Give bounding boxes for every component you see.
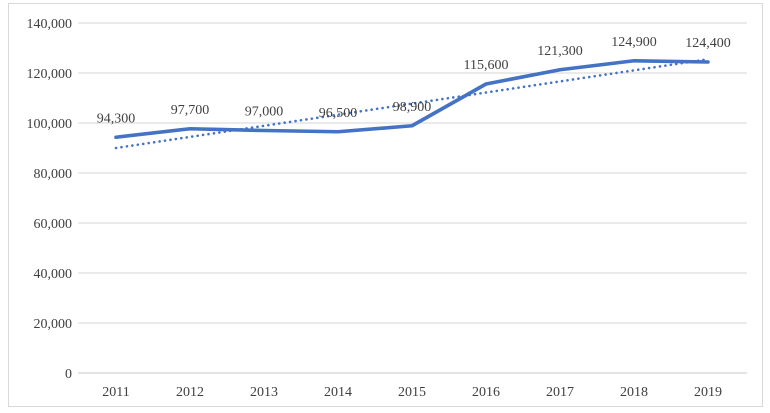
data-label: 94,300: [97, 111, 136, 126]
data-label: 121,300: [537, 44, 583, 59]
x-axis-tick-label: 2017: [546, 385, 574, 400]
x-axis-tick-label: 2016: [472, 385, 500, 400]
y-axis-tick-label: 120,000: [27, 67, 73, 82]
series-line: [114, 58, 710, 140]
x-axis-tick-label: 2019: [694, 385, 722, 400]
x-axis-tick-label: 2015: [398, 385, 426, 400]
x-axis-tick-label: 2014: [324, 385, 352, 400]
data-label: 97,000: [245, 105, 284, 120]
y-axis-tick-label: 0: [65, 367, 72, 382]
y-axis-tick-label: 140,000: [27, 17, 73, 32]
data-label: 96,500: [319, 106, 358, 121]
data-label: 98,900: [393, 100, 432, 115]
data-label: 97,700: [171, 103, 210, 118]
x-axis-tick-label: 2018: [620, 385, 648, 400]
data-label: 124,900: [611, 35, 657, 50]
y-axis-tick-label: 100,000: [27, 117, 73, 132]
x-axis-tick-label: 2012: [176, 385, 204, 400]
x-axis-tick-label: 2013: [250, 385, 278, 400]
y-axis-tick-label: 60,000: [34, 217, 73, 232]
chart-frame-border: [8, 3, 763, 407]
y-axis-tick-label: 80,000: [34, 167, 73, 182]
y-axis-tick-label: 20,000: [34, 317, 73, 332]
y-axis-tick-label: 40,000: [34, 267, 73, 282]
data-label: 124,400: [685, 36, 731, 51]
x-axis-tick-label: 2011: [102, 385, 129, 400]
trendline-dotted: [114, 57, 710, 150]
data-label: 115,600: [464, 58, 509, 73]
